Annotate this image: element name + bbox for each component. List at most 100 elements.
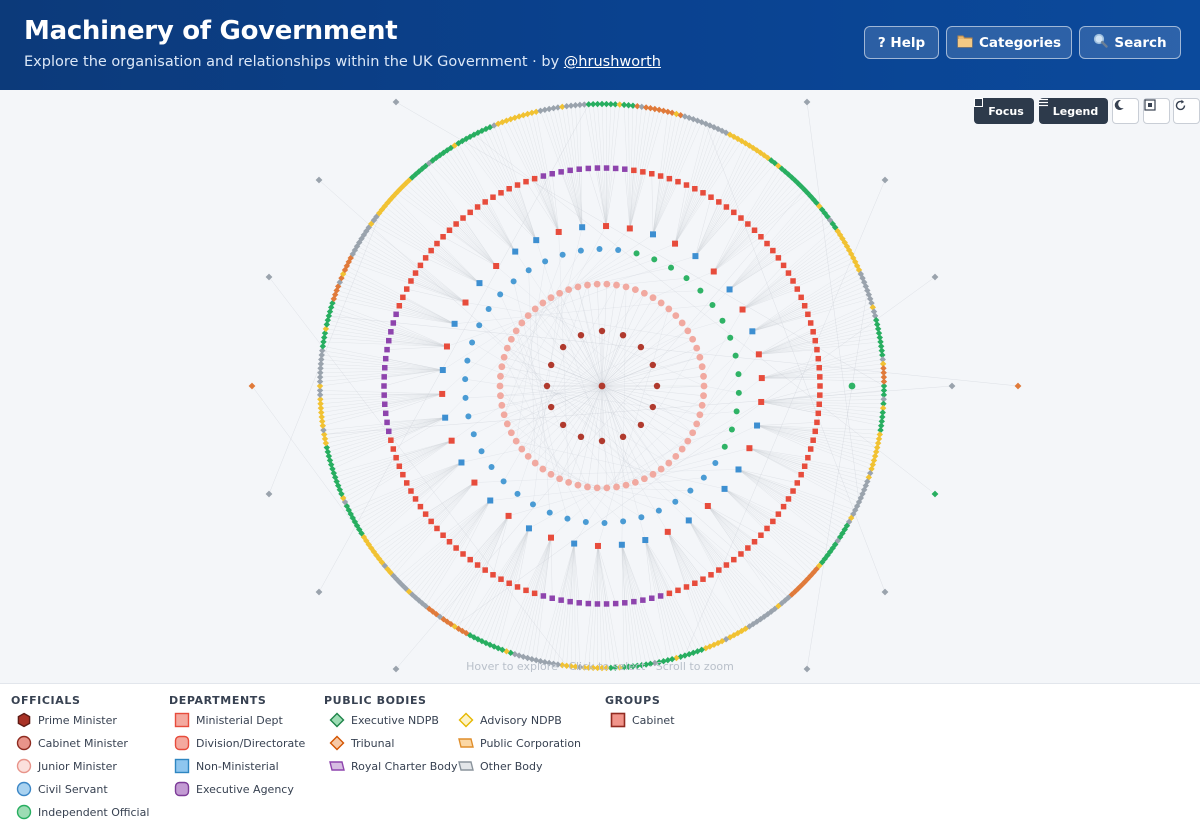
executive-agency-node[interactable] [612, 165, 619, 172]
public-body-node[interactable] [698, 646, 705, 653]
public-body-node[interactable] [781, 597, 789, 604]
division-node[interactable] [816, 401, 822, 407]
cabinet-minister-node[interactable] [653, 382, 661, 390]
executive-agency-node[interactable] [382, 365, 388, 371]
junior-minister-node[interactable] [512, 327, 520, 335]
public-body-node[interactable] [317, 360, 325, 368]
public-body-node[interactable] [320, 426, 327, 434]
public-body-node[interactable] [850, 510, 857, 518]
public-body-node[interactable] [860, 278, 868, 286]
public-body-node[interactable] [390, 572, 397, 579]
executive-agency-node[interactable] [649, 595, 655, 601]
junior-minister-node[interactable] [700, 382, 708, 390]
division-node[interactable] [482, 567, 488, 573]
public-body-node[interactable] [714, 125, 722, 133]
public-body-node[interactable] [718, 127, 726, 135]
public-body-node[interactable] [768, 157, 775, 164]
public-body-node[interactable] [718, 637, 726, 645]
public-body-node[interactable] [651, 659, 659, 667]
public-body-node[interactable] [804, 575, 811, 583]
public-body-node[interactable] [616, 101, 623, 108]
division-node[interactable] [523, 587, 529, 594]
public-body-node[interactable] [316, 387, 324, 394]
public-body-node[interactable] [572, 663, 579, 670]
public-body-node[interactable] [647, 104, 654, 112]
public-body-node[interactable] [865, 474, 872, 481]
junior-minister-node[interactable] [496, 382, 504, 390]
public-body-node[interactable] [319, 418, 326, 425]
public-body-node[interactable] [726, 634, 734, 641]
public-body-node[interactable] [607, 664, 615, 672]
division-node[interactable] [440, 532, 446, 538]
division-node[interactable] [388, 437, 394, 443]
public-body-node[interactable] [318, 413, 325, 421]
public-body-node[interactable] [845, 246, 853, 254]
division-node[interactable] [446, 227, 453, 233]
junior-minister-node[interactable] [649, 470, 657, 478]
division-node[interactable] [785, 496, 792, 502]
public-body-node[interactable] [685, 650, 693, 658]
public-body-node[interactable] [612, 101, 619, 108]
public-body-node[interactable] [317, 369, 324, 376]
public-body-node[interactable] [879, 351, 886, 359]
public-body-node[interactable] [870, 457, 878, 464]
executive-agency-node[interactable] [549, 595, 555, 601]
executive-agency-node[interactable] [381, 383, 387, 389]
junior-minister-node[interactable] [500, 411, 508, 419]
division-node[interactable] [790, 488, 796, 494]
public-body-node[interactable] [694, 117, 701, 124]
legend-item-other-body[interactable]: Other Body [458, 758, 543, 774]
public-body-node[interactable] [589, 100, 597, 108]
division-node[interactable] [770, 247, 776, 254]
public-body-node[interactable] [415, 597, 423, 604]
executive-agency-node[interactable] [381, 374, 387, 380]
public-body-node[interactable] [554, 661, 562, 668]
division-node[interactable] [453, 545, 459, 551]
ministerial-dept-node[interactable] [755, 351, 762, 358]
junior-minister-node[interactable] [539, 465, 547, 473]
civil-servant-node[interactable] [462, 376, 469, 383]
public-body-node[interactable] [559, 103, 566, 111]
public-body-node[interactable] [319, 343, 327, 350]
division-node[interactable] [523, 178, 529, 185]
junior-minister-node[interactable] [649, 294, 657, 302]
satellite-body-node[interactable] [1014, 382, 1022, 390]
public-body-node[interactable] [520, 653, 527, 661]
executive-agency-node[interactable] [540, 173, 547, 179]
executive-agency-node[interactable] [603, 601, 610, 607]
satellite-body-node[interactable] [248, 382, 256, 390]
public-body-node[interactable] [567, 663, 575, 670]
satellite-body-node[interactable] [315, 588, 323, 596]
public-body-node[interactable] [660, 107, 667, 114]
cabinet-minister-node[interactable] [559, 421, 567, 429]
division-node[interactable] [506, 580, 512, 587]
independent-official-node[interactable] [728, 426, 735, 433]
public-body-node[interactable] [757, 616, 764, 623]
public-body-node[interactable] [319, 347, 326, 354]
public-body-node[interactable] [870, 308, 878, 315]
junior-minister-node[interactable] [507, 429, 515, 437]
division-node[interactable] [798, 471, 804, 478]
public-body-node[interactable] [482, 639, 490, 647]
division-node[interactable] [758, 532, 764, 538]
executive-agency-node[interactable] [576, 166, 582, 172]
public-body-node[interactable] [880, 391, 888, 399]
public-body-node[interactable] [702, 644, 710, 652]
public-body-node[interactable] [319, 422, 327, 429]
public-body-node[interactable] [358, 530, 365, 537]
public-body-node[interactable] [559, 661, 566, 669]
satellite-body-node[interactable] [803, 665, 811, 673]
public-body-node[interactable] [321, 435, 329, 443]
public-body-node[interactable] [324, 448, 331, 456]
independent-official-node[interactable] [735, 371, 742, 378]
division-node[interactable] [412, 496, 419, 502]
division-node[interactable] [723, 562, 730, 568]
public-body-node[interactable] [845, 518, 853, 526]
public-body-node[interactable] [795, 585, 802, 592]
division-node[interactable] [815, 410, 822, 417]
public-body-node[interactable] [868, 465, 875, 473]
division-node[interactable] [751, 539, 758, 545]
civil-servant-node[interactable] [488, 464, 495, 471]
executive-agency-node[interactable] [382, 355, 389, 362]
public-body-node[interactable] [318, 351, 325, 359]
